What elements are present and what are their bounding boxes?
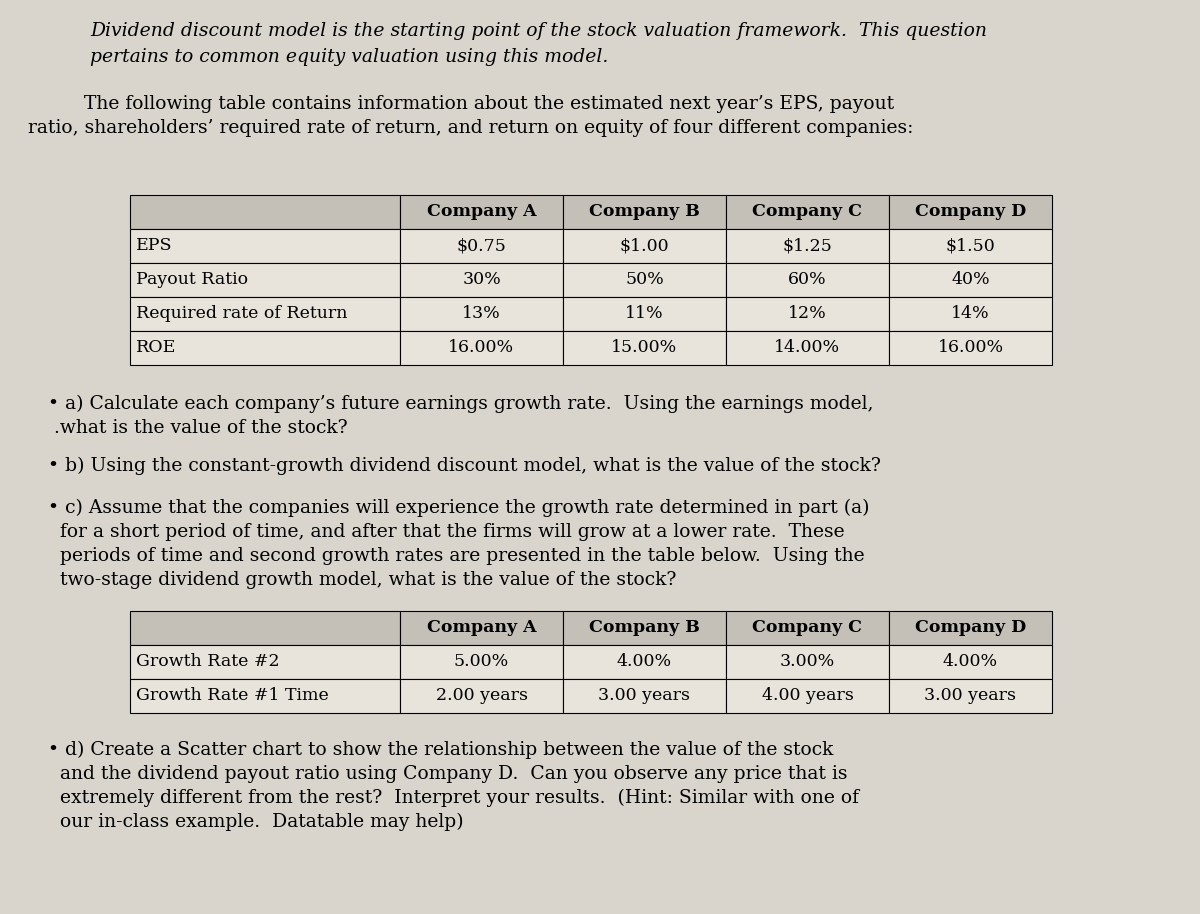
Bar	[563, 263, 726, 297]
Bar	[130, 645, 400, 679]
Bar	[400, 645, 563, 679]
Text: 3.00%: 3.00%	[780, 654, 835, 671]
Bar	[400, 195, 563, 229]
Text: Company A: Company A	[427, 620, 536, 636]
Text: 2.00 years: 2.00 years	[436, 687, 528, 705]
Bar	[130, 229, 400, 263]
Bar	[563, 331, 726, 365]
Bar	[726, 263, 889, 297]
Text: 4.00%: 4.00%	[943, 654, 998, 671]
Text: 40%: 40%	[952, 271, 990, 289]
Text: 5.00%: 5.00%	[454, 654, 509, 671]
Text: 16.00%: 16.00%	[937, 339, 1003, 356]
Bar	[726, 229, 889, 263]
Text: $0.75: $0.75	[456, 238, 506, 254]
Bar	[563, 611, 726, 645]
Text: .what is the value of the stock?: .what is the value of the stock?	[48, 419, 348, 437]
Text: 50%: 50%	[625, 271, 664, 289]
Bar	[400, 229, 563, 263]
Text: extremely different from the rest?  Interpret your results.  (Hint: Similar with: extremely different from the rest? Inter…	[48, 789, 859, 807]
Text: • c) Assume that the companies will experience the growth rate determined in par: • c) Assume that the companies will expe…	[48, 499, 870, 517]
Bar	[563, 297, 726, 331]
Text: Company A: Company A	[427, 204, 536, 220]
Text: 4.00 years: 4.00 years	[762, 687, 853, 705]
Bar	[726, 645, 889, 679]
Bar	[130, 297, 400, 331]
Bar	[563, 195, 726, 229]
Bar	[130, 331, 400, 365]
Text: periods of time and second growth rates are presented in the table below.  Using: periods of time and second growth rates …	[48, 547, 865, 565]
Text: The following table contains information about the estimated next year’s EPS, pa: The following table contains information…	[60, 95, 894, 113]
Text: Company B: Company B	[589, 620, 700, 636]
Text: EPS: EPS	[136, 238, 173, 254]
Text: 16.00%: 16.00%	[449, 339, 515, 356]
Bar	[889, 645, 1052, 679]
Text: 14.00%: 14.00%	[774, 339, 840, 356]
Bar	[889, 195, 1052, 229]
Bar	[563, 679, 726, 713]
Bar	[563, 645, 726, 679]
Text: Required rate of Return: Required rate of Return	[136, 305, 348, 323]
Text: Growth Rate #2: Growth Rate #2	[136, 654, 280, 671]
Bar	[889, 229, 1052, 263]
Text: Payout Ratio: Payout Ratio	[136, 271, 248, 289]
Text: Company D: Company D	[914, 620, 1026, 636]
Text: $1.00: $1.00	[619, 238, 670, 254]
Bar	[726, 331, 889, 365]
Text: $1.50: $1.50	[946, 238, 995, 254]
Text: Company D: Company D	[914, 204, 1026, 220]
Text: 14%: 14%	[952, 305, 990, 323]
Bar	[726, 611, 889, 645]
Text: 3.00 years: 3.00 years	[924, 687, 1016, 705]
Bar	[563, 229, 726, 263]
Bar	[130, 679, 400, 713]
Text: Company C: Company C	[752, 620, 863, 636]
Text: Company B: Company B	[589, 204, 700, 220]
Text: • b) Using the constant-growth dividend discount model, what is the value of the: • b) Using the constant-growth dividend …	[48, 457, 881, 475]
Bar	[889, 331, 1052, 365]
Bar	[400, 611, 563, 645]
Text: 30%: 30%	[462, 271, 500, 289]
Bar	[889, 297, 1052, 331]
Bar	[400, 679, 563, 713]
Text: our in-class example.  Datatable may help): our in-class example. Datatable may help…	[48, 813, 463, 831]
Text: ROE: ROE	[136, 339, 176, 356]
Text: 60%: 60%	[788, 271, 827, 289]
Text: • a) Calculate each company’s future earnings growth rate.  Using the earnings m: • a) Calculate each company’s future ear…	[48, 395, 874, 413]
Text: 12%: 12%	[788, 305, 827, 323]
Text: Company C: Company C	[752, 204, 863, 220]
Text: 13%: 13%	[462, 305, 500, 323]
Bar	[889, 679, 1052, 713]
Text: 3.00 years: 3.00 years	[599, 687, 690, 705]
Text: • d) Create a Scatter chart to show the relationship between the value of the st: • d) Create a Scatter chart to show the …	[48, 741, 833, 760]
Text: for a short period of time, and after that the firms will grow at a lower rate. : for a short period of time, and after th…	[48, 523, 845, 541]
Bar	[726, 195, 889, 229]
Text: and the dividend payout ratio using Company D.  Can you observe any price that i: and the dividend payout ratio using Comp…	[48, 765, 847, 783]
Bar	[130, 611, 400, 645]
Bar	[130, 263, 400, 297]
Text: two-stage dividend growth model, what is the value of the stock?: two-stage dividend growth model, what is…	[48, 571, 677, 589]
Text: 4.00%: 4.00%	[617, 654, 672, 671]
Bar	[726, 297, 889, 331]
Text: Growth Rate #1 Time: Growth Rate #1 Time	[136, 687, 329, 705]
Bar	[726, 679, 889, 713]
Text: 11%: 11%	[625, 305, 664, 323]
Bar	[400, 297, 563, 331]
Text: 15.00%: 15.00%	[611, 339, 678, 356]
Bar	[400, 331, 563, 365]
Bar	[130, 195, 400, 229]
Text: $1.25: $1.25	[782, 238, 833, 254]
Bar	[889, 263, 1052, 297]
Bar	[889, 611, 1052, 645]
Text: ratio, shareholders’ required rate of return, and return on equity of four diffe: ratio, shareholders’ required rate of re…	[28, 119, 913, 137]
Bar	[400, 263, 563, 297]
Text: Dividend discount model is the starting point of the stock valuation framework. : Dividend discount model is the starting …	[90, 22, 986, 66]
